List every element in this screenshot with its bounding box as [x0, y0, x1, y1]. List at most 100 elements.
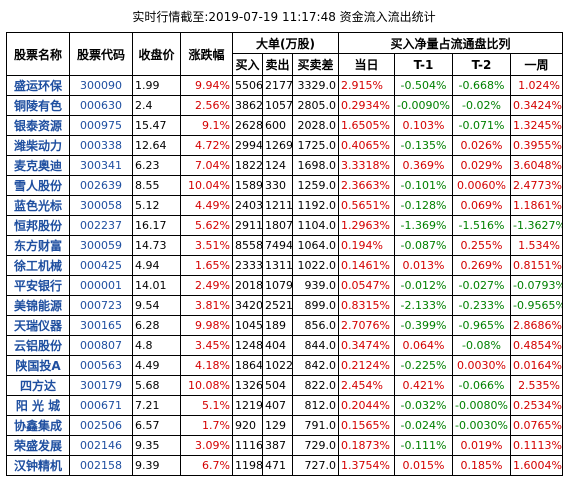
header-net[interactable]: 买卖差 — [292, 53, 339, 76]
t1-ratio-cell: 0.103% — [394, 115, 453, 136]
stock-name-link[interactable]: 恒邦股份 — [6, 215, 70, 236]
t1-ratio-cell: 0.015% — [394, 455, 453, 476]
stock-name-link[interactable]: 四方达 — [6, 375, 70, 396]
close-price-cell: 7.21 — [132, 395, 181, 416]
stock-name-link[interactable]: 蓝色光标 — [6, 195, 70, 216]
table-row: 雪人股份 002639 8.55 10.04% 1589 330 1259.0 2.3663%… — [6, 175, 564, 196]
week-ratio-cell: 3.6048% — [509, 155, 564, 176]
header-week[interactable]: 一周 — [509, 53, 564, 76]
stock-code-link[interactable]: 300165 — [69, 315, 133, 336]
close-price-cell: 4.49 — [132, 355, 181, 376]
stock-code-link[interactable]: 300059 — [69, 235, 133, 256]
stock-code-link[interactable]: 000563 — [69, 355, 133, 376]
table-row: 荣盛发展 002146 9.35 3.09% 1116 387 729.0 0.1873% -0… — [6, 435, 564, 456]
t2-ratio-cell: 0.0060% — [452, 175, 511, 196]
stock-name-link[interactable]: 潍柴动力 — [6, 135, 70, 156]
sell-volume-cell: 1311 — [262, 255, 293, 276]
header-buy[interactable]: 买入 — [232, 53, 263, 76]
week-ratio-cell: 1.6004% — [509, 455, 564, 476]
t1-ratio-cell: -1.369% — [394, 215, 453, 236]
header-today[interactable]: 当日 — [338, 53, 395, 76]
header-sell[interactable]: 卖出 — [262, 53, 293, 76]
sell-volume-cell: 2177 — [262, 75, 293, 96]
sell-volume-cell: 1211 — [262, 195, 293, 216]
header-t1[interactable]: T-1 — [394, 53, 453, 76]
stock-name-link[interactable]: 阳 光 城 — [6, 395, 70, 416]
buy-volume-cell: 2018 — [232, 275, 263, 296]
net-volume-cell: 844.0 — [292, 335, 339, 356]
header-t2[interactable]: T-2 — [452, 53, 511, 76]
stock-name-link[interactable]: 协鑫集成 — [6, 415, 70, 436]
stock-name-link[interactable]: 银泰资源 — [6, 115, 70, 136]
stock-code-link[interactable]: 002158 — [69, 455, 133, 476]
stock-code-link[interactable]: 000001 — [69, 275, 133, 296]
stock-name-link[interactable]: 雪人股份 — [6, 175, 70, 196]
stock-code-link[interactable]: 000807 — [69, 335, 133, 356]
net-volume-cell: 822.0 — [292, 375, 339, 396]
today-ratio-cell: 0.8315% — [338, 295, 395, 316]
t2-ratio-cell: -0.0030% — [452, 415, 511, 436]
stock-code-link[interactable]: 000425 — [69, 255, 133, 276]
stock-name-link[interactable]: 东方财富 — [6, 235, 70, 256]
stock-code-link[interactable]: 002506 — [69, 415, 133, 436]
stock-code-link[interactable]: 002639 — [69, 175, 133, 196]
close-price-cell: 4.94 — [132, 255, 181, 276]
sell-volume-cell: 1269 — [262, 135, 293, 156]
table-row: 麦克奥迪 300341 6.23 7.04% 1822 124 1698.0 3.3318% 0… — [6, 155, 564, 176]
header-change[interactable]: 涨跌幅 — [180, 32, 233, 76]
week-ratio-cell: 0.3424% — [509, 95, 564, 116]
stock-code-link[interactable]: 300179 — [69, 375, 133, 396]
t2-ratio-cell: 0.026% — [452, 135, 511, 156]
sell-volume-cell: 189 — [262, 315, 293, 336]
stock-code-link[interactable]: 000975 — [69, 115, 133, 136]
header-price[interactable]: 收盘价 — [132, 32, 181, 76]
t1-ratio-cell: -2.133% — [394, 295, 453, 316]
close-price-cell: 5.68 — [132, 375, 181, 396]
t2-ratio-cell: 0.269% — [452, 255, 511, 276]
t2-ratio-cell: -0.027% — [452, 275, 511, 296]
stock-name-link[interactable]: 徐工机械 — [6, 255, 70, 276]
stock-code-link[interactable]: 300341 — [69, 155, 133, 176]
t2-ratio-cell: 0.0030% — [452, 355, 511, 376]
week-ratio-cell: 0.3955% — [509, 135, 564, 156]
stock-name-link[interactable]: 铜陵有色 — [6, 95, 70, 116]
t1-ratio-cell: -0.0090% — [394, 95, 453, 116]
stock-code-link[interactable]: 300058 — [69, 195, 133, 216]
net-volume-cell: 1022.0 — [292, 255, 339, 276]
stock-name-link[interactable]: 天瑞仪器 — [6, 315, 70, 336]
change-pct-cell: 9.98% — [180, 315, 233, 336]
stock-name-link[interactable]: 荣盛发展 — [6, 435, 70, 456]
close-price-cell: 14.01 — [132, 275, 181, 296]
stock-code-link[interactable]: 002146 — [69, 435, 133, 456]
stock-name-link[interactable]: 美锦能源 — [6, 295, 70, 316]
t1-ratio-cell: -0.101% — [394, 175, 453, 196]
header-code[interactable]: 股票代码 — [69, 32, 133, 76]
buy-volume-cell: 1248 — [232, 335, 263, 356]
stock-code-link[interactable]: 000723 — [69, 295, 133, 316]
stock-code-link[interactable]: 300090 — [69, 75, 133, 96]
stock-code-link[interactable]: 000630 — [69, 95, 133, 116]
stock-code-link[interactable]: 002237 — [69, 215, 133, 236]
stock-code-link[interactable]: 000671 — [69, 395, 133, 416]
stock-name-link[interactable]: 陕国投A — [6, 355, 70, 376]
today-ratio-cell: 2.915% — [338, 75, 395, 96]
stock-name-link[interactable]: 盛运环保 — [6, 75, 70, 96]
today-ratio-cell: 0.2934% — [338, 95, 395, 116]
stock-name-link[interactable]: 汉钟精机 — [6, 455, 70, 476]
stock-code-link[interactable]: 000338 — [69, 135, 133, 156]
buy-volume-cell: 1822 — [232, 155, 263, 176]
buy-volume-cell: 3862 — [232, 95, 263, 116]
stock-name-link[interactable]: 麦克奥迪 — [6, 155, 70, 176]
stock-name-link[interactable]: 平安银行 — [6, 275, 70, 296]
stock-name-link[interactable]: 云铝股份 — [6, 335, 70, 356]
header-name[interactable]: 股票名称 — [6, 32, 70, 76]
table-row: 东方财富 300059 14.73 3.51% 8558 7494 1064.0 0.194%… — [6, 235, 564, 256]
fund-flow-table: 股票名称 股票代码 收盘价 涨跌幅 大单(万股) 买入净量占流通盘比列 买入 卖… — [6, 32, 564, 476]
close-price-cell: 1.99 — [132, 75, 181, 96]
t2-ratio-cell: -0.965% — [452, 315, 511, 336]
table-row: 徐工机械 000425 4.94 1.65% 2333 1311 1022.0 0.1461%… — [6, 255, 564, 276]
t2-ratio-cell: -0.233% — [452, 295, 511, 316]
week-ratio-cell: 1.3245% — [509, 115, 564, 136]
table-row: 陕国投A 000563 4.49 4.18% 1864 1022 842.0 0.2124% -… — [6, 355, 564, 376]
today-ratio-cell: 0.1873% — [338, 435, 395, 456]
